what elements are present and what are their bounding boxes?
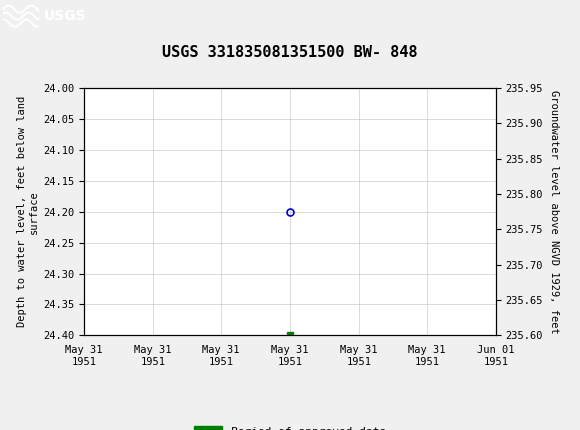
Y-axis label: Groundwater level above NGVD 1929, feet: Groundwater level above NGVD 1929, feet [549, 90, 559, 334]
Y-axis label: Depth to water level, feet below land
surface: Depth to water level, feet below land su… [17, 96, 39, 327]
Legend: Period of approved data: Period of approved data [190, 422, 390, 430]
Text: USGS: USGS [44, 9, 86, 23]
Text: USGS 331835081351500 BW- 848: USGS 331835081351500 BW- 848 [162, 45, 418, 60]
